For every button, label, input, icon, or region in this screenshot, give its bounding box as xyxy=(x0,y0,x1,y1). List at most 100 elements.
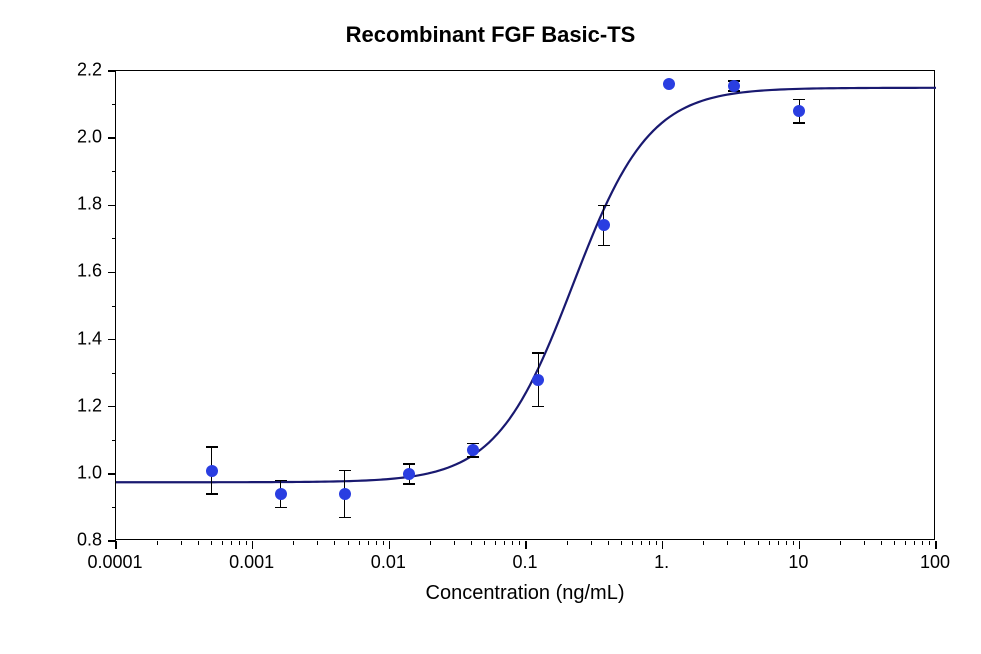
x-tick-minor xyxy=(293,541,294,545)
x-tick-major xyxy=(935,541,937,549)
x-tick-minor xyxy=(246,541,247,545)
x-tick-minor xyxy=(744,541,745,545)
x-tick-minor xyxy=(495,541,496,545)
x-tick-minor xyxy=(198,541,199,545)
x-tick-minor xyxy=(703,541,704,545)
x-tick-minor xyxy=(348,541,349,545)
x-tick-minor xyxy=(157,541,158,545)
x-tick-minor xyxy=(894,541,895,545)
data-point xyxy=(206,465,218,477)
x-tick-minor xyxy=(786,541,787,545)
x-tick-label: 0.1 xyxy=(512,552,537,573)
error-bar-cap-bottom xyxy=(275,507,287,509)
x-tick-minor xyxy=(621,541,622,545)
x-tick-minor xyxy=(222,541,223,545)
y-tick-major xyxy=(108,137,116,139)
x-tick-label: 10 xyxy=(788,552,808,573)
x-tick-major xyxy=(662,541,664,549)
x-tick-minor xyxy=(727,541,728,545)
x-tick-minor xyxy=(641,541,642,545)
chart-title: Recombinant FGF Basic-TS xyxy=(0,22,981,48)
error-bar-cap-bottom xyxy=(532,406,544,408)
plot-area xyxy=(115,70,935,540)
y-tick-major xyxy=(108,205,116,207)
y-tick-label: 1.0 xyxy=(62,462,102,483)
x-tick-major xyxy=(799,541,801,549)
y-tick-label: 2.2 xyxy=(62,60,102,81)
x-tick-label: 0.01 xyxy=(371,552,406,573)
x-tick-major xyxy=(115,541,117,549)
data-point xyxy=(532,374,544,386)
error-bar-cap-bottom xyxy=(403,483,415,485)
x-tick-minor xyxy=(368,541,369,545)
x-tick-label: 1. xyxy=(654,552,669,573)
x-tick-minor xyxy=(430,541,431,545)
y-tick-major xyxy=(108,473,116,475)
data-point xyxy=(339,488,351,500)
x-tick-minor xyxy=(632,541,633,545)
chart-container: Recombinant FGF Basic-TS Fold Induction … xyxy=(0,0,981,654)
y-tick-major xyxy=(108,406,116,408)
x-tick-minor xyxy=(840,541,841,545)
y-tick-major xyxy=(108,339,116,341)
x-tick-minor xyxy=(239,541,240,545)
x-tick-minor xyxy=(454,541,455,545)
x-tick-minor xyxy=(758,541,759,545)
x-tick-major xyxy=(389,541,391,549)
error-bar-cap-bottom xyxy=(339,517,351,519)
x-tick-minor xyxy=(211,541,212,545)
data-point xyxy=(728,80,740,92)
y-tick-major xyxy=(108,70,116,72)
x-tick-minor xyxy=(793,541,794,545)
x-tick-minor xyxy=(359,541,360,545)
data-point xyxy=(663,78,675,90)
x-tick-minor xyxy=(608,541,609,545)
x-tick-minor xyxy=(591,541,592,545)
x-tick-major xyxy=(252,541,254,549)
x-tick-minor xyxy=(914,541,915,545)
x-tick-minor xyxy=(864,541,865,545)
x-axis-label: Concentration (ng/mL) xyxy=(115,582,935,605)
x-tick-minor xyxy=(929,541,930,545)
y-tick-major xyxy=(108,540,116,542)
y-tick-label: 2.0 xyxy=(62,127,102,148)
x-tick-minor xyxy=(778,541,779,545)
x-tick-minor xyxy=(484,541,485,545)
error-bar-cap-top xyxy=(206,446,218,448)
y-tick-major xyxy=(108,272,116,274)
error-bar-cap-top xyxy=(793,99,805,101)
error-bar-cap-top xyxy=(339,470,351,472)
data-point xyxy=(793,105,805,117)
y-tick-label: 1.4 xyxy=(62,328,102,349)
data-point xyxy=(598,219,610,231)
x-tick-label: 0.001 xyxy=(229,552,274,573)
x-tick-minor xyxy=(519,541,520,545)
x-tick-minor xyxy=(649,541,650,545)
error-bar-cap-bottom xyxy=(467,456,479,458)
error-bar-cap-bottom xyxy=(793,122,805,124)
y-tick-label: 1.2 xyxy=(62,395,102,416)
x-tick-minor xyxy=(376,541,377,545)
x-tick-minor xyxy=(383,541,384,545)
y-tick-label: 1.6 xyxy=(62,261,102,282)
x-tick-minor xyxy=(181,541,182,545)
x-tick-minor xyxy=(769,541,770,545)
data-point xyxy=(403,468,415,480)
x-tick-label: 100 xyxy=(920,552,950,573)
x-tick-major xyxy=(525,541,527,549)
x-tick-minor xyxy=(512,541,513,545)
x-tick-minor xyxy=(881,541,882,545)
x-tick-minor xyxy=(317,541,318,545)
x-tick-minor xyxy=(922,541,923,545)
x-tick-minor xyxy=(334,541,335,545)
x-tick-minor xyxy=(231,541,232,545)
error-bar-cap-top xyxy=(403,463,415,465)
x-tick-minor xyxy=(905,541,906,545)
error-bar-cap-bottom xyxy=(598,245,610,247)
error-bar-cap-top xyxy=(532,352,544,354)
x-tick-label: 0.0001 xyxy=(87,552,142,573)
x-tick-minor xyxy=(567,541,568,545)
error-bar-cap-top xyxy=(275,480,287,482)
x-tick-minor xyxy=(656,541,657,545)
data-point xyxy=(275,488,287,500)
